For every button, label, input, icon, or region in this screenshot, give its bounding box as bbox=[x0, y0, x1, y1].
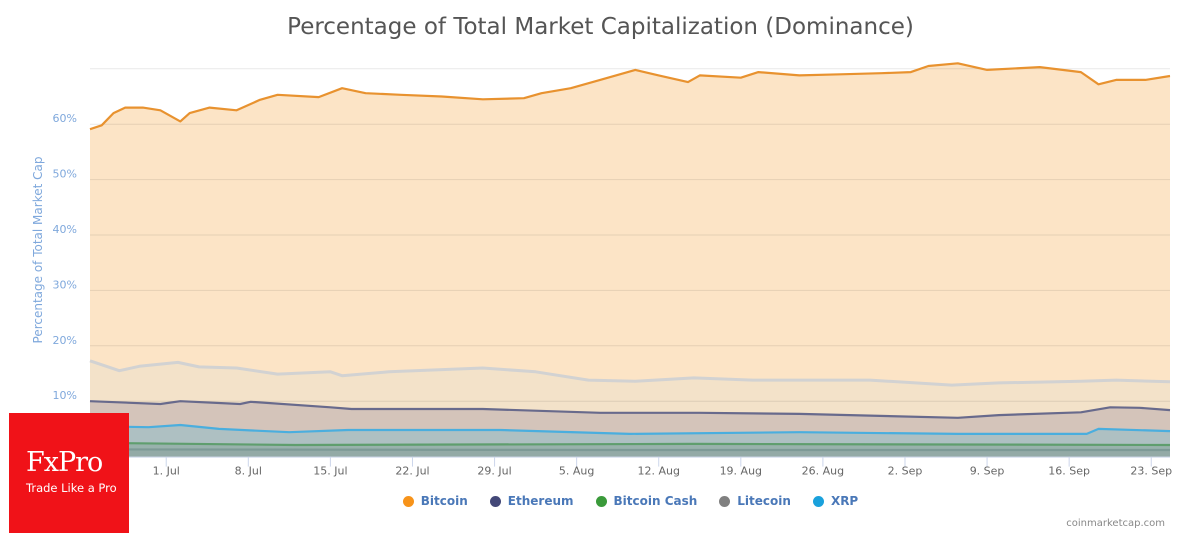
x-tick-label: 5. Aug bbox=[559, 465, 594, 478]
legend-item-bitcoin[interactable]: Bitcoin bbox=[402, 494, 468, 508]
legend-dot bbox=[489, 495, 501, 507]
x-tick-label: 23. Sep bbox=[1130, 465, 1172, 478]
x-tick-label: 19. Aug bbox=[720, 465, 762, 478]
legend-dot bbox=[719, 495, 731, 507]
legend-dot bbox=[812, 495, 824, 507]
legend: Bitcoin Ethereum Bitcoin Cash Litecoin X… bbox=[0, 494, 1201, 508]
x-tick-label: 22. Jul bbox=[395, 465, 429, 478]
y-tick-label: 60% bbox=[53, 112, 77, 125]
legend-label: Bitcoin bbox=[420, 494, 468, 508]
y-axis-label: Percentage of Total Market Cap bbox=[31, 156, 45, 344]
fxpro-logo: FxPro Trade Like a Pro bbox=[9, 413, 129, 533]
x-tick-label: 15. Jul bbox=[313, 465, 347, 478]
line-ethereum bbox=[89, 400, 1171, 419]
legend-label: Bitcoin Cash bbox=[613, 494, 698, 508]
x-tick-label: 26. Aug bbox=[802, 465, 844, 478]
legend-label: Litecoin bbox=[737, 494, 791, 508]
legend-item-litecoin[interactable]: Litecoin bbox=[719, 494, 791, 508]
line-bitcoin-cash bbox=[89, 441, 1171, 447]
legend-item-bitcoin-cash[interactable]: Bitcoin Cash bbox=[595, 494, 698, 508]
x-tick-label: 9. Sep bbox=[970, 465, 1005, 478]
x-tick-label: 29. Jul bbox=[477, 465, 511, 478]
logo-brand: FxPro bbox=[26, 447, 103, 478]
line-bitcoin bbox=[89, 62, 1171, 131]
y-tick-label: 50% bbox=[53, 168, 77, 181]
y-tick-label: 10% bbox=[53, 389, 77, 402]
legend-label: Ethereum bbox=[507, 494, 574, 508]
line-xrp bbox=[89, 423, 1171, 435]
x-tick-label: 2. Sep bbox=[888, 465, 923, 478]
legend-item-ethereum[interactable]: Ethereum bbox=[489, 494, 574, 508]
area-litecoin bbox=[90, 449, 1170, 457]
credit-link[interactable]: coinmarketcap.com bbox=[1066, 518, 1165, 529]
x-tick-label: 12. Aug bbox=[637, 465, 679, 478]
x-tick-label: 16. Sep bbox=[1048, 465, 1090, 478]
legend-dot bbox=[402, 495, 414, 507]
line-other bbox=[89, 359, 1171, 387]
logo-tagline: Trade Like a Pro bbox=[26, 481, 117, 495]
y-tick-label: 30% bbox=[53, 278, 77, 291]
line-litecoin bbox=[89, 448, 1170, 452]
y-tick-label: 20% bbox=[53, 334, 77, 347]
y-tick-label: 40% bbox=[53, 223, 77, 236]
x-tick-label: 1. Jul bbox=[153, 465, 180, 478]
legend-label: XRP bbox=[830, 494, 859, 508]
area-bitcoin bbox=[90, 63, 1170, 457]
x-tick-label: 8. Jul bbox=[235, 465, 262, 478]
legend-item-xrp[interactable]: XRP bbox=[812, 494, 859, 508]
legend-dot bbox=[595, 495, 607, 507]
chart-title: Percentage of Total Market Capitalizatio… bbox=[287, 14, 914, 40]
